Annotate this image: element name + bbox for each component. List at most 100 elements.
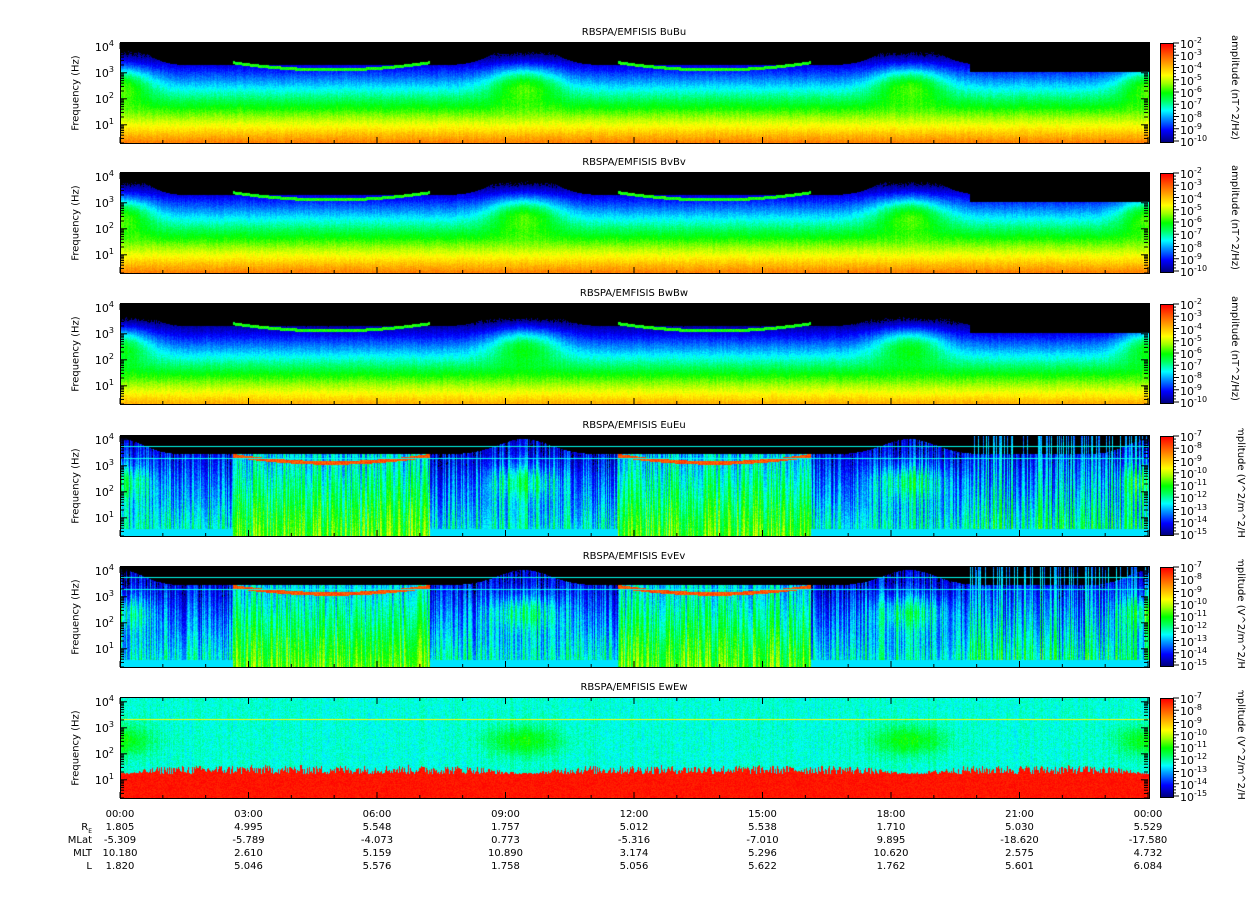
colorbar [1160,567,1174,667]
x-tick-label: 00:00 [105,809,135,820]
ephemeris-row-label: MLT [73,848,92,859]
y-tick-label: 101 [94,116,114,132]
colorbar-tick-label: 10-3 [1180,178,1202,194]
colorbar-tick-label: 10-11 [1180,478,1208,493]
ephemeris-value: 5.056 [619,861,649,872]
spectrogram-image [121,304,1149,404]
colorbar [1160,436,1174,536]
colorbar-tick-label: 10-4 [1180,190,1202,206]
colorbar-tick-label: 10-12 [1180,621,1208,637]
colorbar-tick-label: 10-8 [1180,441,1202,457]
ephemeris-row-label: L [86,861,92,872]
colorbar-tick-label: 10-3 [1180,48,1202,64]
colorbar-tick-label: 10-10 [1180,727,1208,743]
colorbar-tick-label: 10-6 [1180,85,1202,100]
ephemeris-value: 5.538 [748,822,777,833]
colorbar-tick-label: 10-9 [1180,121,1202,137]
ephemeris-label-text: R [81,822,89,833]
ephemeris-value: 5.548 [362,822,392,833]
ephemeris-value: 1.757 [491,822,520,833]
y-tick-label: 102 [94,745,114,761]
colorbar-label-clip: amplitude (nT^2/Hz) [1222,35,1248,145]
x-tick-label: 15:00 [748,809,777,820]
y-tick-label: 104 [94,562,114,578]
colorbar-tick-label: 10-10 [1180,134,1208,149]
ephemeris-value: 1.762 [876,861,906,872]
colorbar-tick-label: 10-14 [1180,645,1208,661]
colorbar-tick-label: 10-12 [1180,490,1208,506]
colorbar-tick-label: 10-7 [1180,97,1202,113]
colorbar-tick-label: 10-15 [1180,527,1208,542]
ephemeris-value: 10.180 [102,848,138,859]
ephemeris-value: 9.895 [876,835,906,846]
ephemeris-value: 1.820 [105,861,135,872]
colorbar [1160,304,1174,404]
x-tick-label: 06:00 [362,809,392,820]
colorbar-label-clip: amplitude (nT^2/Hz) [1222,296,1248,406]
y-tick-label: 102 [94,220,114,236]
x-tick-label: 03:00 [234,809,263,820]
ephemeris-value: 1.710 [876,822,906,833]
ephemeris-value: -18.620 [1000,835,1039,846]
ephemeris-value: 5.622 [748,861,777,872]
colorbar-tick-label: 10-3 [1180,309,1202,325]
y-tick-label: 104 [94,693,114,709]
y-tick-label: 103 [94,64,114,80]
ephemeris-value: -17.580 [1128,835,1168,846]
colorbar-label-clip: amplitude (V^2/m^2/Hz) [1222,690,1248,800]
ephemeris-value: 4.732 [1133,848,1163,859]
spectrogram-panel [120,42,1150,144]
ephemeris-value: 5.529 [1133,822,1163,833]
ephemeris-value: 5.576 [362,861,392,872]
ephemeris-value: 3.174 [619,848,649,859]
colorbar-tick-label: 10-7 [1180,560,1202,575]
colorbar-tick-label: 10-15 [1180,789,1208,804]
colorbar-tick-label: 10-10 [1180,596,1208,612]
y-tick-label: 104 [94,38,114,54]
y-tick-label: 103 [94,325,114,341]
colorbar-tick-label: 10-13 [1180,633,1208,649]
spectrogram-panel [120,303,1150,405]
ephemeris-value: 1.758 [491,861,520,872]
colorbar-tick-label: 10-8 [1180,370,1202,386]
ephemeris-value: 5.159 [362,848,392,859]
panel-title: RBSPA/EMFISIS BwBw [579,288,689,299]
colorbar-label: amplitude (V^2/m^2/Hz) [1235,690,1246,800]
y-tick-label: 103 [94,457,114,473]
colorbar [1160,698,1174,798]
ephemeris-value: 5.601 [1005,861,1034,872]
colorbar-tick-label: 10-13 [1180,764,1208,780]
ephemeris-value: 5.012 [619,822,649,833]
ephemeris-value: 2.575 [1005,848,1034,859]
y-tick-label: 101 [94,509,114,525]
ephemeris-value: 10.890 [488,848,523,859]
ephemeris-label-text: L [86,861,92,872]
ephemeris-value: -5.316 [617,835,651,846]
colorbar-tick-label: 10-7 [1180,429,1202,444]
ephemeris-value: -5.309 [103,835,137,846]
y-tick-label: 102 [94,90,114,106]
colorbar-tick-label: 10-11 [1180,609,1208,624]
colorbar-tick-label: 10-6 [1180,215,1202,230]
ephemeris-value: -7.010 [746,835,779,846]
x-tick-label: 09:00 [491,809,520,820]
y-tick-label: 101 [94,771,114,787]
ephemeris-label-subscript: E [88,828,92,835]
ephemeris-row-label: MLat [68,835,92,846]
colorbar-tick-label: 10-2 [1180,297,1202,312]
ephemeris-value: 10.620 [873,848,909,859]
x-tick-label: 12:00 [619,809,649,820]
colorbar-tick-label: 10-11 [1180,740,1208,755]
spectrogram-panel [120,566,1150,668]
panel-title: RBSPA/EMFISIS BvBv [582,157,686,168]
y-tick-label: 101 [94,246,114,262]
colorbar-tick-label: 10-9 [1180,453,1202,469]
y-tick-label: 102 [94,614,114,630]
spectrogram-image [121,43,1149,143]
colorbar-tick-label: 10-10 [1180,465,1208,481]
colorbar-tick-label: 10-13 [1180,502,1208,518]
y-tick-label: 104 [94,299,114,315]
spectrogram-image [121,173,1149,273]
ephemeris-value: 4.995 [234,822,263,833]
